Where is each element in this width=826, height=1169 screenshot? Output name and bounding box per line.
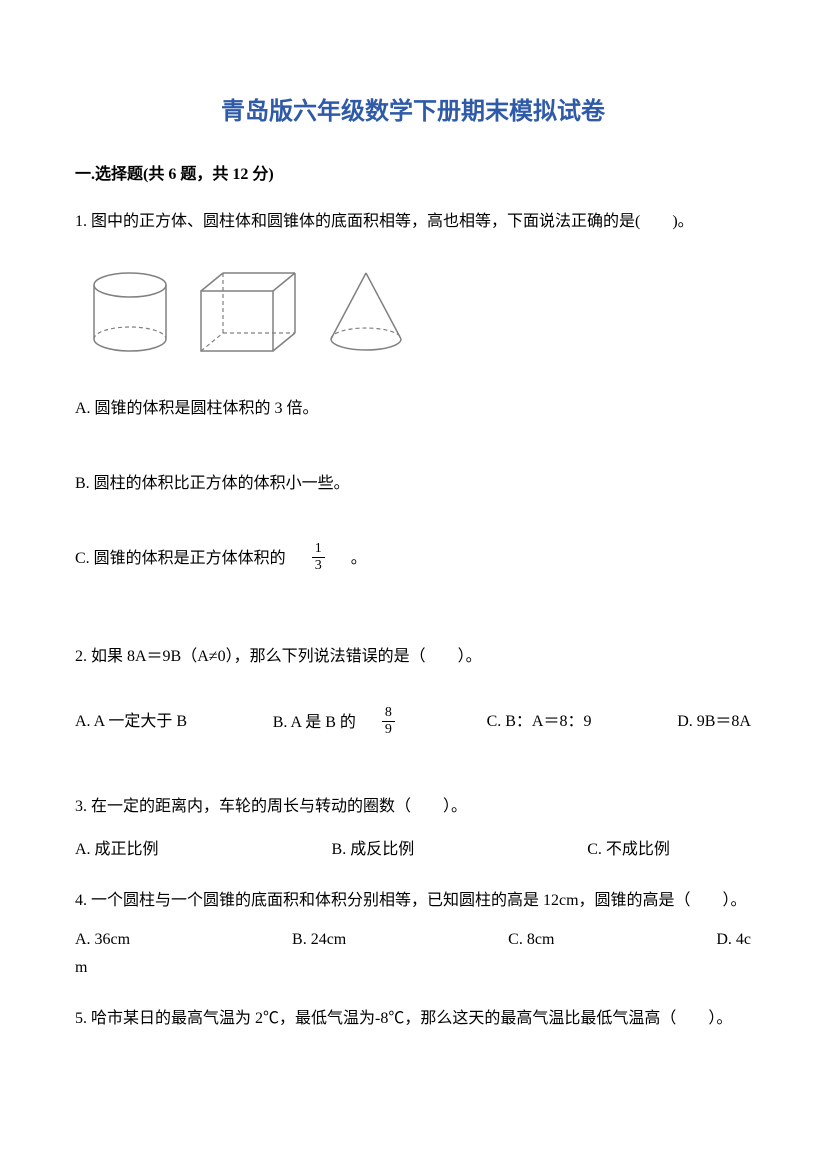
- q3-options: A. 成正比例 B. 成反比例 C. 不成比例: [75, 836, 670, 865]
- fraction-8-9: 8 9: [382, 706, 395, 737]
- q3-option-b: B. 成反比例: [332, 836, 415, 865]
- q1-text: 1. 图中的正方体、圆柱体和圆锥体的底面积相等，高也相等，下面说法正确的是( )…: [75, 208, 751, 237]
- q1-option-a: A. 圆锥的体积是圆柱体积的 3 倍。: [75, 395, 751, 424]
- q4-option-d-wrap: m: [75, 954, 751, 983]
- q4-option-a: A. 36cm: [75, 926, 130, 955]
- q1-optc-post: 。: [335, 551, 367, 568]
- q4-text: 4. 一个圆柱与一个圆锥的底面积和体积分别相等，已知圆柱的高是 12cm，圆锥的…: [75, 887, 751, 916]
- question-1: 1. 图中的正方体、圆柱体和圆锥体的底面积相等，高也相等，下面说法正确的是( )…: [75, 208, 751, 621]
- q2-options: A. A 一定大于 B B. A 是 B 的 8 9 C. B：A＝8：9 D.…: [75, 708, 751, 739]
- q2-option-d: D. 9B＝8A: [677, 708, 751, 739]
- q2-option-a: A. A 一定大于 B: [75, 708, 187, 739]
- q3-option-a: A. 成正比例: [75, 836, 159, 865]
- q2-option-b: B. A 是 B 的 8 9: [273, 708, 401, 739]
- q4-option-b: B. 24cm: [292, 926, 346, 955]
- question-3: 3. 在一定的距离内，车轮的周长与转动的圈数（ ）。 A. 成正比例 B. 成反…: [75, 793, 751, 865]
- q3-text: 3. 在一定的距离内，车轮的周长与转动的圈数（ ）。: [75, 793, 751, 822]
- page-title: 青岛版六年级数学下册期末模拟试卷: [75, 90, 751, 133]
- q4-option-d-pre: D. 4c: [716, 926, 751, 955]
- q2-option-c: C. B：A＝8：9: [487, 708, 592, 739]
- q4-option-c: C. 8cm: [508, 926, 554, 955]
- q1-option-b: B. 圆柱的体积比正方体的体积小一些。: [75, 470, 751, 499]
- q4-options: A. 36cm B. 24cm C. 8cm D. 4c: [75, 926, 751, 955]
- q2-text: 2. 如果 8A＝9B（A≠0），那么下列说法错误的是（ ）。: [75, 643, 751, 672]
- section-header: 一.选择题(共 6 题，共 12 分): [75, 161, 751, 190]
- question-5: 5. 哈市某日的最高气温为 2℃，最低气温为-8℃，那么这天的最高气温比最低气温…: [75, 1005, 751, 1034]
- q1-option-c: C. 圆锥的体积是正方体体积的 1 3 。: [75, 544, 751, 575]
- q5-text: 5. 哈市某日的最高气温为 2℃，最低气温为-8℃，那么这天的最高气温比最低气温…: [75, 1005, 751, 1034]
- fraction-1-3: 1 3: [312, 542, 325, 573]
- cone-icon: [321, 267, 411, 357]
- q3-option-c: C. 不成比例: [587, 836, 670, 865]
- question-2: 2. 如果 8A＝9B（A≠0），那么下列说法错误的是（ ）。 A. A 一定大…: [75, 643, 751, 771]
- question-4: 4. 一个圆柱与一个圆锥的底面积和体积分别相等，已知圆柱的高是 12cm，圆锥的…: [75, 887, 751, 983]
- cube-icon: [193, 267, 303, 357]
- q1-optc-pre: C. 圆锥的体积是正方体体积的: [75, 551, 302, 568]
- cylinder-icon: [85, 267, 175, 357]
- q1-shapes: [85, 267, 751, 357]
